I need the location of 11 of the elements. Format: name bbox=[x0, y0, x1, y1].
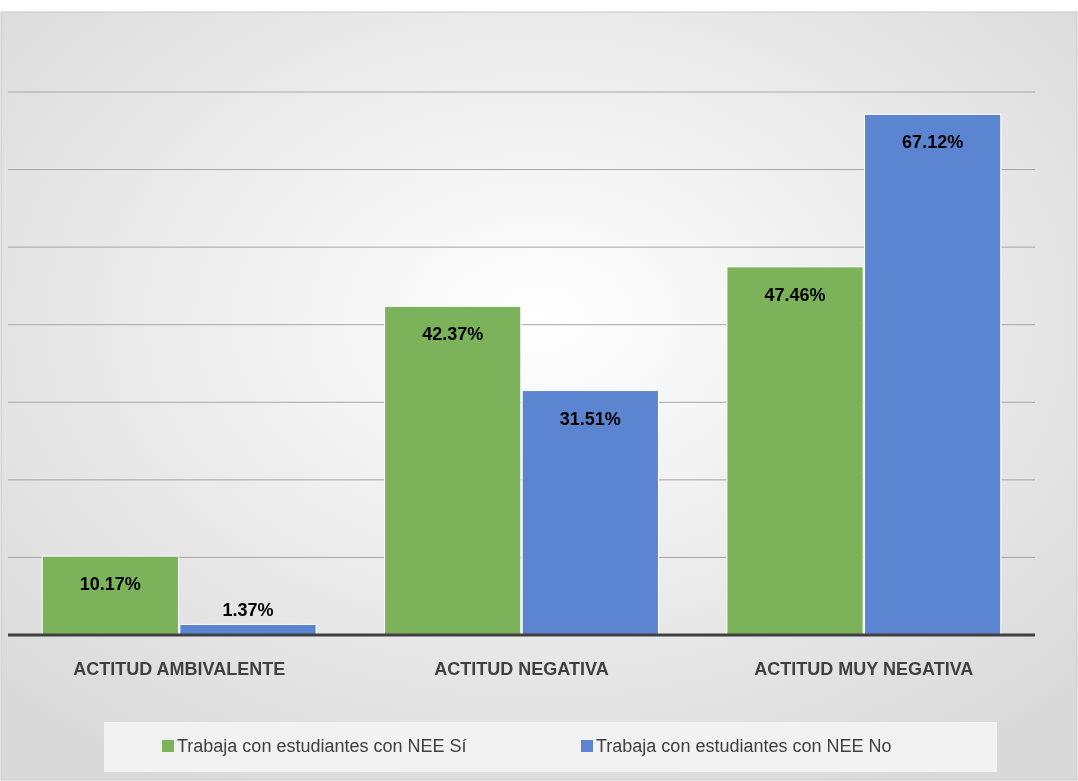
data-label: 1.37% bbox=[222, 600, 274, 621]
data-label: 42.37% bbox=[422, 324, 484, 345]
x-tick-label: ACTITUD AMBIVALENTE bbox=[73, 659, 286, 679]
x-tick-label: ACTITUD NEGATIVA bbox=[434, 659, 609, 679]
data-label: 47.46% bbox=[764, 284, 826, 305]
data-label: 31.51% bbox=[559, 408, 621, 429]
text: Trabaja con estudiantes con NEE No bbox=[596, 736, 892, 756]
data-label: 67.12% bbox=[902, 132, 964, 153]
legend-label: Trabaja con estudiantes con NEE Sí bbox=[177, 736, 467, 756]
x-tick-label: ACTITUD MUY NEGATIVA bbox=[754, 659, 974, 679]
data-label: 10.17% bbox=[79, 574, 141, 595]
